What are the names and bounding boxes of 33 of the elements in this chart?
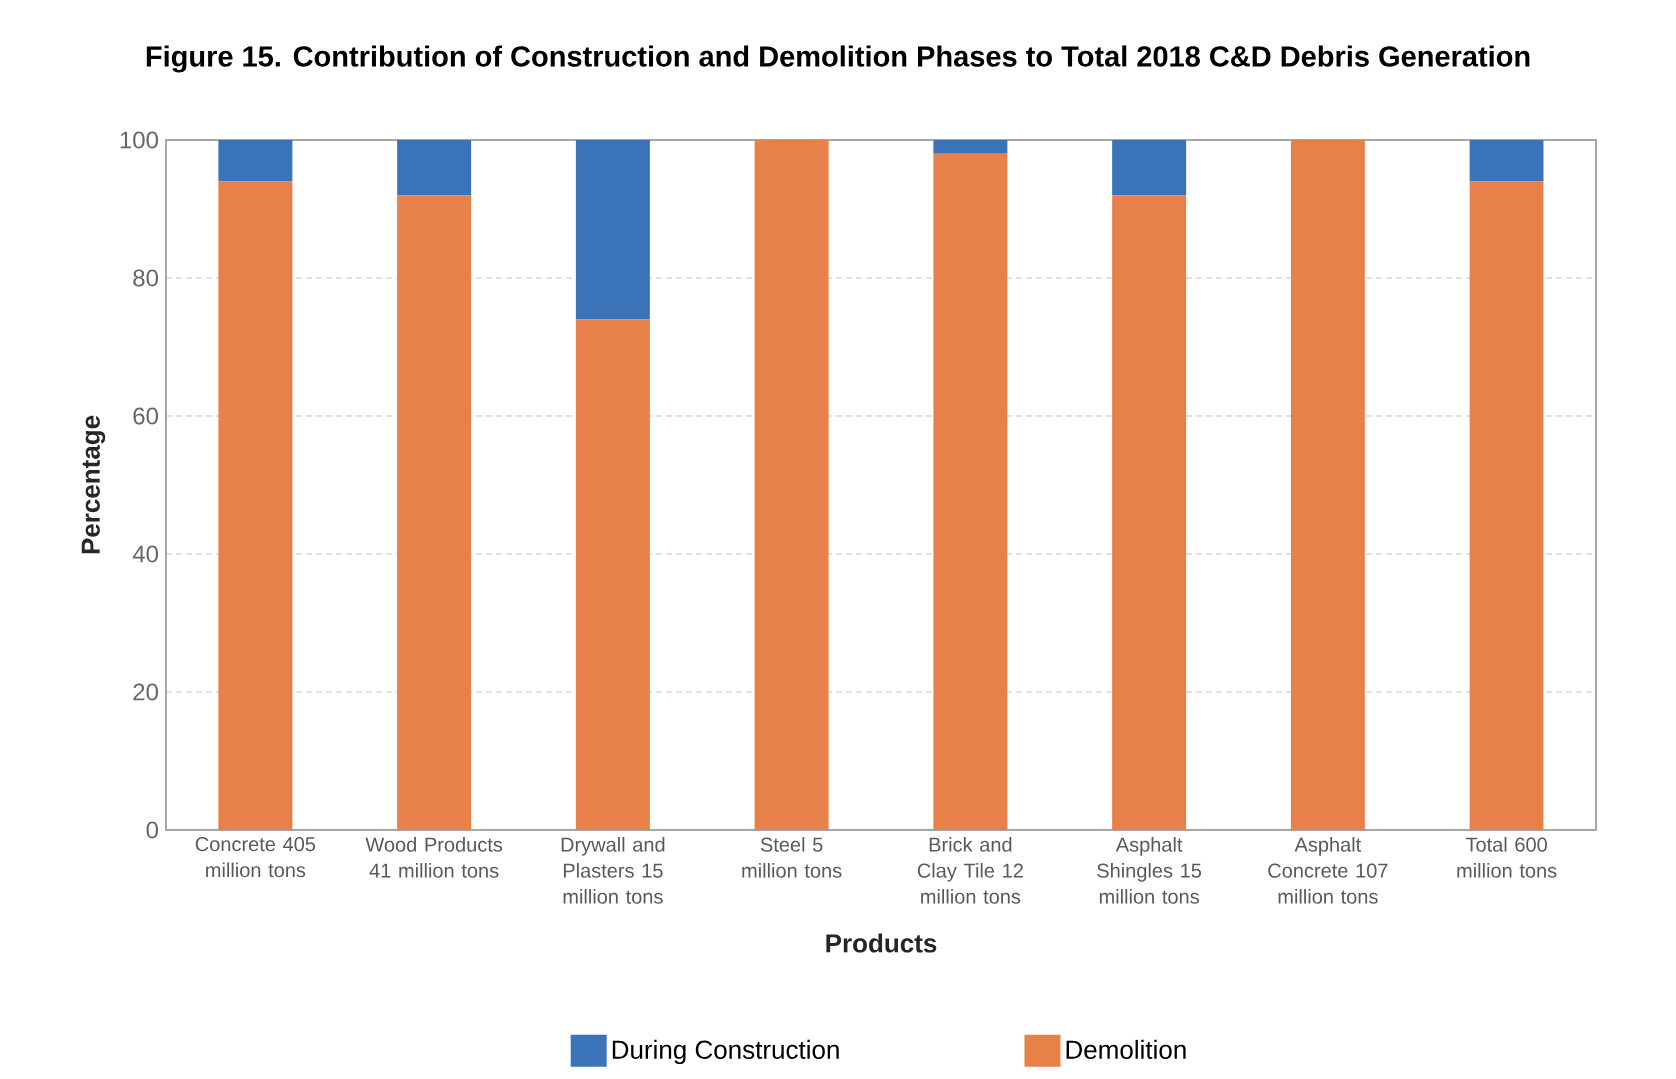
y-tick-label: 60: [133, 407, 159, 425]
legend-label: Demolition: [1066, 1039, 1186, 1059]
x-axis-title: Products: [826, 933, 937, 953]
bar: [218, 181, 293, 830]
bar: [397, 195, 472, 830]
bar: [1469, 139, 1544, 182]
bar: [933, 153, 1008, 830]
legend-label: During Construction: [612, 1039, 839, 1065]
bar: [218, 139, 293, 182]
x-tick-label: Drywall and Plasters 15 million tons: [561, 837, 665, 904]
x-tick-label: Asphalt Shingles 15 million tons: [1097, 837, 1202, 904]
bar: [575, 319, 650, 830]
x-tick-label: Steel 5 million tons: [742, 837, 842, 878]
y-tick-label: 100: [120, 131, 158, 149]
y-tick-label: 40: [132, 545, 159, 563]
y-axis-title: Percentage: [81, 415, 106, 554]
bar: [1112, 139, 1187, 196]
bar: [1469, 181, 1544, 830]
x-tick-label: Concrete 405 million tons: [195, 837, 316, 878]
y-tick-label: 0: [146, 821, 159, 839]
y-tick-label: 80: [133, 269, 159, 287]
bar: [1112, 195, 1187, 830]
y-tick-label: 20: [133, 683, 159, 701]
x-tick-label: Total 600 million tons: [1457, 837, 1557, 878]
x-tick-label: Brick and Clay Tile 12 million tons: [917, 837, 1023, 904]
x-tick-label: Asphalt Concrete 107 million tons: [1268, 837, 1388, 904]
bar: [575, 139, 650, 320]
bar: [1290, 139, 1365, 830]
bar: [397, 139, 472, 196]
bar: [754, 139, 829, 830]
bar: [933, 139, 1008, 154]
x-tick-label: Wood Products 41 million tons: [365, 837, 503, 878]
chart-title: Figure 15. Contribution of Construction and Demolition Phases to Total 2018 C&D Debris Generation: [146, 45, 1530, 73]
